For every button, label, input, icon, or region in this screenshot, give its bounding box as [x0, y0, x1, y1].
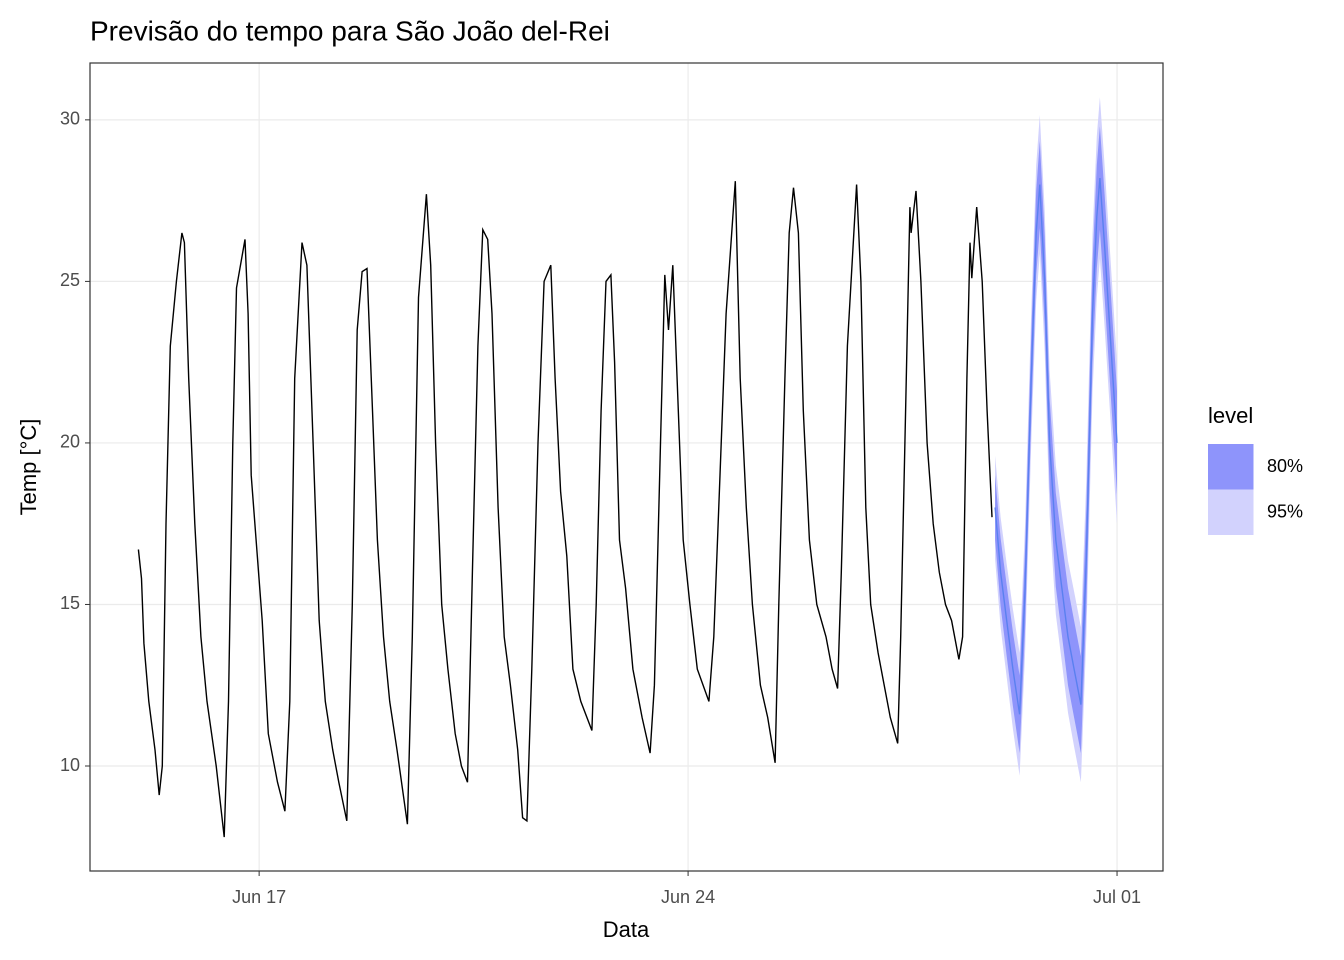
series-line: [137, 181, 993, 838]
panel-border: [89, 62, 1164, 872]
y-tick-label: 10: [60, 755, 80, 775]
y-tick-label: 25: [60, 270, 80, 290]
y-tick-label: 15: [60, 593, 80, 613]
legend-key: [1208, 444, 1254, 490]
legend-label: 80%: [1267, 456, 1303, 476]
legend-key: [1208, 489, 1254, 535]
legend-label: 95%: [1267, 501, 1303, 521]
forecast-line: [994, 177, 1118, 715]
y-tick-label: 30: [60, 109, 80, 129]
legend-title: level: [1208, 403, 1253, 428]
y-tick-label: 20: [60, 432, 80, 452]
y-axis-title: Temp [°C]: [16, 419, 41, 516]
x-axis-title: Data: [603, 917, 650, 942]
x-tick-label: Jun 24: [661, 887, 715, 907]
chart-title: Previsão do tempo para São João del-Rei: [90, 15, 610, 46]
interval-band: [995, 126, 1117, 754]
x-tick-label: Jul 01: [1093, 887, 1141, 907]
x-tick-label: Jun 17: [232, 887, 286, 907]
